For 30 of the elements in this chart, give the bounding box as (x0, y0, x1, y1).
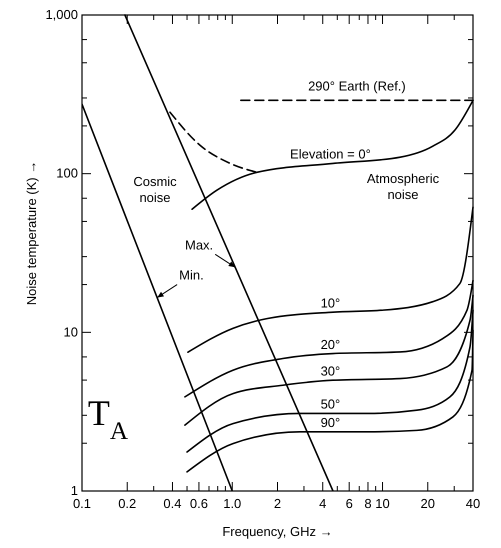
y-tick-label: 100 (56, 166, 78, 181)
x-tick-label: 10 (375, 496, 390, 511)
x-tick-label: 8 (364, 496, 372, 511)
y-axis-title: Noise temperature (K) → (24, 160, 39, 306)
x-tick-label: 0.2 (118, 496, 136, 511)
annotation: T$_{A}$ (88, 393, 128, 444)
x-tick-label: 0.4 (163, 496, 182, 511)
series-label: Min. (179, 268, 204, 283)
x-tick-label: 2 (274, 496, 282, 511)
x-tick-label: 1.0 (223, 496, 242, 511)
annotation: Cosmic noise (133, 174, 178, 205)
series-label: 30° (320, 363, 340, 378)
x-axis-title: Frequency, GHz → (222, 524, 333, 539)
series-label: Max. (185, 237, 214, 252)
series-label: 90° (320, 414, 340, 430)
y-tick-label: 1,000 (45, 7, 78, 22)
x-tick-label: 6 (346, 496, 353, 511)
x-tick-label: 0.1 (72, 496, 92, 511)
series-label: 50° (320, 396, 340, 412)
series-label: 10° (320, 295, 340, 310)
x-tick-label: 4 (319, 496, 326, 511)
y-tick-label: 10 (64, 324, 78, 340)
series-label: 290° Earth (Ref.) (308, 78, 406, 94)
x-tick-label: 40 (466, 496, 480, 511)
series-label: 20° (320, 336, 340, 352)
annotation: Atmospheric noise (366, 171, 440, 202)
y-tick-label: 1 (70, 483, 78, 498)
x-tick-label: 20 (420, 496, 435, 511)
series-label: Elevation = 0° (290, 146, 371, 162)
x-tick-label: 0.6 (190, 496, 208, 511)
